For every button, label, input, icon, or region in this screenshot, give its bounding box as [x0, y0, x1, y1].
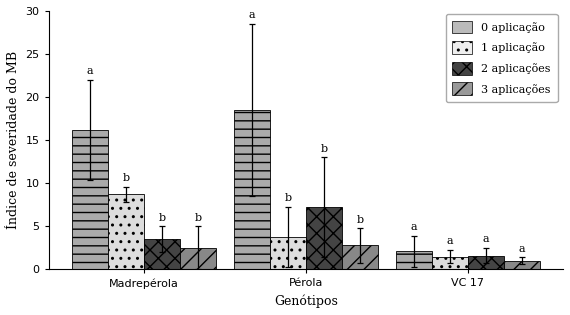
Bar — [431, 256, 468, 269]
Bar — [144, 239, 180, 269]
Bar — [108, 194, 144, 269]
Bar — [468, 256, 504, 269]
Text: b: b — [194, 213, 202, 223]
Bar — [396, 251, 431, 269]
Bar — [306, 207, 342, 269]
Text: a: a — [482, 234, 489, 244]
Text: a: a — [518, 244, 525, 254]
Bar — [342, 245, 378, 269]
Text: a: a — [446, 236, 453, 246]
Text: b: b — [356, 215, 364, 225]
Bar — [504, 261, 540, 269]
Text: a: a — [410, 222, 417, 232]
Bar — [234, 110, 270, 269]
Bar — [180, 248, 216, 269]
Text: a: a — [249, 10, 255, 20]
Y-axis label: Índice de severidade do MB: Índice de severidade do MB — [7, 51, 20, 229]
Legend: 0 aplicação, 1 aplicação, 2 aplicações, 3 aplicações: 0 aplicação, 1 aplicação, 2 aplicações, … — [446, 14, 557, 102]
X-axis label: Genótipos: Genótipos — [274, 295, 338, 308]
Text: b: b — [320, 144, 327, 154]
Text: b: b — [123, 173, 129, 183]
Text: b: b — [284, 193, 291, 203]
Bar — [72, 130, 108, 269]
Text: a: a — [87, 66, 93, 77]
Text: b: b — [158, 213, 165, 223]
Bar — [270, 237, 306, 269]
